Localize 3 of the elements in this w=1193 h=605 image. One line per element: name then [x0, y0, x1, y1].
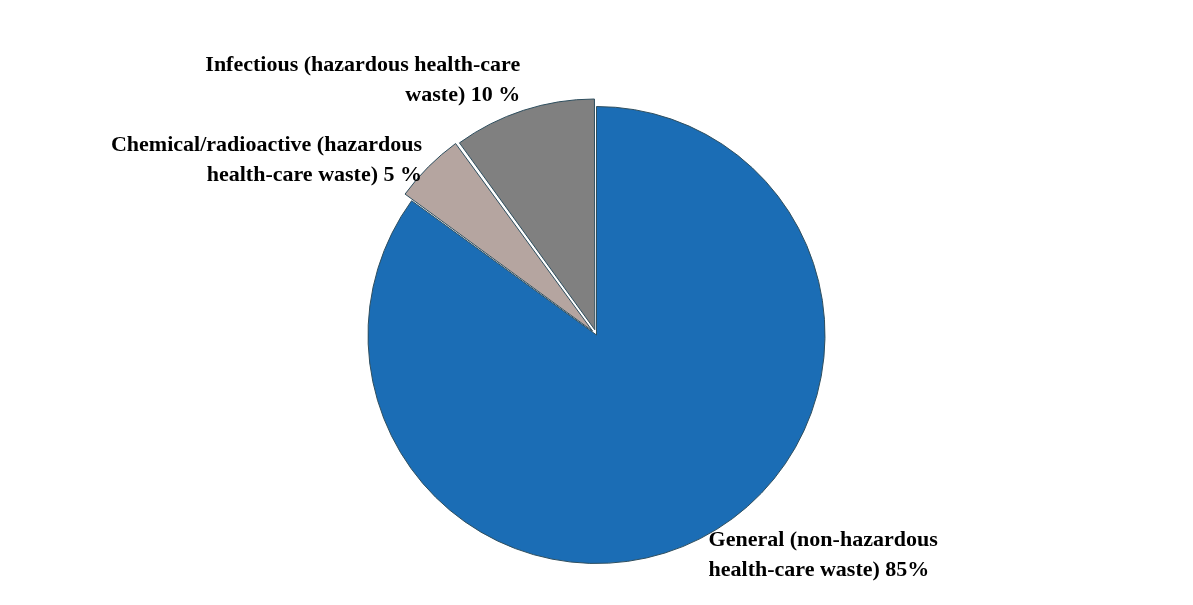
- slice-label: Infectious (hazardous health-care waste) 10 %: [205, 50, 521, 106]
- slice-label: General (non-hazardous health-care waste) 85%: [708, 525, 939, 581]
- slice-label: Chemical/radioactive (hazardous health-care waste) 5 %: [110, 131, 423, 187]
